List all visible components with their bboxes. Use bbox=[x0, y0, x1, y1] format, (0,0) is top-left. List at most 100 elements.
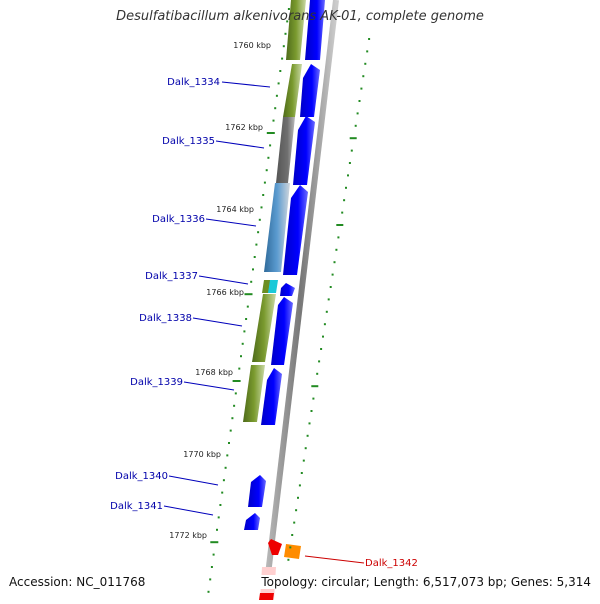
minor-tick bbox=[286, 20, 289, 23]
minor-tick bbox=[295, 509, 298, 512]
minor-tick bbox=[337, 236, 340, 239]
gene-arrow-partial-red[interactable] bbox=[259, 593, 274, 600]
minor-tick bbox=[231, 417, 234, 420]
minor-tick bbox=[263, 181, 266, 184]
minor-tick bbox=[221, 491, 224, 494]
gene-arrows bbox=[244, 0, 325, 600]
minor-tick bbox=[210, 566, 213, 568]
minor-tick bbox=[233, 404, 236, 407]
tick-label: 1772 kbp bbox=[169, 531, 207, 540]
cog-segment bbox=[268, 280, 278, 293]
tick-label: 1760 kbp bbox=[233, 41, 271, 50]
cog-segment bbox=[283, 64, 302, 117]
gene-arrow-dalk-1337[interactable] bbox=[280, 283, 295, 296]
minor-tick bbox=[327, 298, 330, 301]
minor-tick bbox=[306, 434, 309, 437]
minor-tick bbox=[258, 218, 261, 221]
minor-tick bbox=[322, 335, 324, 338]
minor-tick bbox=[234, 392, 237, 395]
minor-tick bbox=[364, 62, 367, 65]
gene-label[interactable]: Dalk_1342 bbox=[365, 558, 418, 569]
minor-tick bbox=[212, 553, 215, 556]
backbone bbox=[262, 0, 339, 601]
major-tick bbox=[349, 137, 357, 140]
gene-label[interactable]: Dalk_1338 bbox=[139, 313, 192, 324]
minor-tick bbox=[281, 57, 284, 60]
minor-tick bbox=[325, 310, 328, 313]
gene-label[interactable]: Dalk_1340 bbox=[115, 471, 168, 482]
minor-tick bbox=[275, 94, 278, 97]
cog-ring bbox=[243, 0, 306, 422]
tick-label: 1762 kbp bbox=[225, 123, 263, 132]
gene-label[interactable]: Dalk_1341 bbox=[110, 501, 163, 512]
minor-tick bbox=[216, 528, 218, 531]
cog-segment bbox=[286, 0, 306, 60]
minor-tick bbox=[287, 8, 290, 10]
minor-tick bbox=[277, 82, 280, 85]
gene-arrow-dalk-1341[interactable] bbox=[244, 513, 260, 530]
minor-tick bbox=[265, 169, 268, 172]
minor-tick bbox=[308, 422, 311, 425]
minor-tick bbox=[228, 442, 230, 444]
minor-tick bbox=[252, 268, 254, 271]
minor-tick bbox=[350, 149, 353, 152]
tick-label: 1766 kbp bbox=[206, 288, 244, 297]
major-tick bbox=[336, 224, 344, 226]
minor-tick bbox=[354, 124, 357, 127]
minor-tick bbox=[282, 45, 285, 48]
minor-tick bbox=[293, 521, 296, 524]
minor-tick bbox=[368, 38, 371, 40]
tick-label: 1768 kbp bbox=[195, 368, 233, 377]
gene-arrow[interactable] bbox=[305, 0, 325, 60]
gene-arrow-orange[interactable] bbox=[284, 544, 301, 559]
minor-tick bbox=[240, 355, 242, 358]
minor-tick bbox=[217, 516, 220, 519]
cog-segment bbox=[276, 117, 295, 183]
gene-arrow-dalk-1339[interactable] bbox=[261, 368, 282, 425]
minor-tick bbox=[274, 107, 277, 110]
minor-tick bbox=[312, 397, 315, 400]
gene-label[interactable]: Dalk_1335 bbox=[162, 136, 215, 147]
minor-tick bbox=[224, 466, 227, 469]
minor-tick bbox=[246, 305, 249, 308]
gene-arrow-dalk-1338[interactable] bbox=[271, 297, 293, 365]
minor-tick bbox=[320, 348, 323, 350]
minor-tick bbox=[362, 75, 365, 78]
minor-tick bbox=[267, 156, 270, 159]
gene-arrow-dalk-1334[interactable] bbox=[300, 64, 320, 117]
leader-dalk-1338 bbox=[192, 317, 243, 327]
minor-tick bbox=[356, 112, 359, 115]
cog-segment bbox=[264, 183, 290, 272]
gene-labels: Dalk_1334 Dalk_1335 Dalk_1336 Dalk_1337 … bbox=[110, 77, 418, 569]
gene-arrow-dalk-1336[interactable] bbox=[283, 185, 308, 275]
minor-tick bbox=[226, 454, 229, 457]
gene-arrow-dalk-1340[interactable] bbox=[248, 475, 266, 507]
minor-tick bbox=[272, 119, 275, 122]
cog-segment bbox=[252, 294, 276, 362]
gene-label[interactable]: Dalk_1337 bbox=[145, 271, 198, 282]
minor-tick bbox=[284, 32, 287, 35]
minor-tick bbox=[262, 194, 265, 196]
minor-tick bbox=[222, 479, 225, 482]
leader-dalk-1335 bbox=[215, 140, 265, 149]
minor-tick bbox=[331, 273, 334, 276]
gene-label[interactable]: Dalk_1339 bbox=[130, 377, 183, 388]
genome-stats-text: Topology: circular; Length: 6,517,073 bp… bbox=[258, 575, 594, 589]
leader-dalk-1339 bbox=[183, 381, 235, 391]
major-tick bbox=[311, 385, 319, 388]
major-tick bbox=[210, 541, 219, 544]
gene-label[interactable]: Dalk_1334 bbox=[167, 77, 220, 88]
gene-arrow-dalk-1342[interactable] bbox=[268, 539, 282, 555]
tick-label: 1764 kbp bbox=[216, 205, 254, 214]
minor-tick bbox=[250, 280, 253, 283]
gene-arrow-dalk-1335[interactable] bbox=[293, 116, 315, 185]
minor-tick bbox=[241, 342, 244, 345]
gene-label[interactable]: Dalk_1336 bbox=[152, 214, 205, 225]
scale-labels: 1760 kbp 1762 kbp 1764 kbp 1766 kbp 1768… bbox=[169, 41, 271, 540]
minor-tick bbox=[335, 248, 338, 251]
minor-tick bbox=[323, 323, 326, 326]
minor-tick bbox=[348, 162, 351, 164]
minor-tick bbox=[300, 472, 303, 474]
